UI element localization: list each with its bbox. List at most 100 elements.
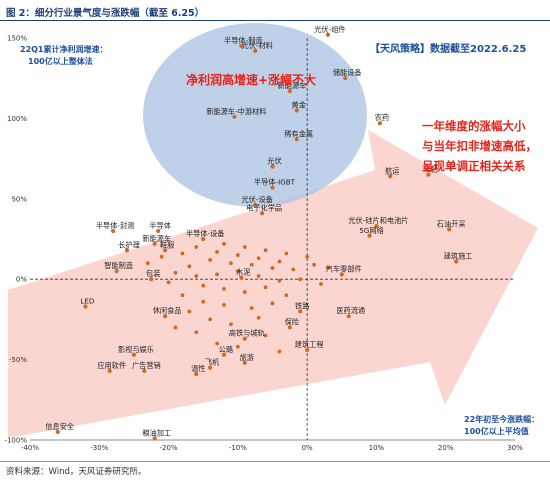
y-tick-label: -100% — [4, 437, 27, 445]
scatter-point — [235, 253, 240, 257]
scatter-point — [201, 283, 206, 288]
point-label: 半导体-封测 — [96, 221, 135, 230]
title-rule — [0, 20, 550, 21]
point-label: 光伏-组件 — [314, 25, 345, 34]
scatter-point — [343, 76, 348, 81]
scatter-point — [284, 251, 289, 256]
scatter-point — [173, 325, 178, 330]
scatter-point — [180, 293, 185, 298]
scatter-point — [221, 352, 227, 357]
scatter-point — [242, 360, 247, 365]
x-tick-label: -40% — [21, 444, 39, 452]
point-label: 航运 — [385, 166, 399, 175]
x-note-line1: 22年初至今涨跌幅： — [464, 414, 539, 424]
x-tick-label: 10% — [369, 444, 385, 452]
point-label: 新能源车 — [142, 234, 171, 243]
ellipse-text: 净利润高增速+涨幅不大 — [186, 72, 316, 87]
highlight-ellipse — [143, 23, 367, 207]
y-note-line1: 22Q1累计净利润增速： — [20, 44, 108, 54]
annotations: 22Q1累计净利润增速： 100亿以上整体法 净利润高增速+涨幅不大 【天风策略… — [20, 42, 539, 436]
scatter-point — [194, 274, 199, 278]
point-label: 化肥 — [423, 165, 437, 174]
scatter-point — [339, 272, 344, 277]
scatter-point — [447, 227, 452, 232]
scatter-point — [298, 277, 303, 282]
scatter-point — [287, 325, 292, 330]
point-label: 电子化学品 — [246, 203, 282, 212]
trend-arrow — [8, 130, 538, 438]
point-label: LED — [80, 297, 95, 306]
scatter-point — [232, 114, 237, 119]
y-tick-label: 50% — [11, 195, 27, 203]
axes: -40% -30% -20% -10% 0% 10% 20% 30% -100% -50% 0% 50… — [4, 35, 523, 453]
x-tick-label: 0% — [302, 444, 313, 452]
point-label: 旅游 — [240, 353, 254, 362]
scatter-point — [294, 137, 299, 142]
scatter-point — [111, 228, 116, 234]
scatter-point — [145, 261, 150, 266]
x-tick-label: -30% — [90, 444, 108, 452]
scatter-point — [298, 309, 303, 314]
point-label: 保险 — [285, 317, 300, 326]
scatter-point — [242, 245, 247, 249]
scatter-point — [270, 301, 275, 306]
scatter-point — [426, 172, 431, 177]
scatter-point — [263, 248, 268, 253]
scatter-point — [222, 286, 226, 291]
point-label: 新能源车-中游材料 — [206, 107, 266, 116]
point-label: 粮油加工 — [142, 428, 171, 437]
point-label: 影视与娱乐 — [118, 345, 154, 354]
scatter-point — [454, 259, 459, 264]
arrow-text-line3: 呈现单调正相关关系 — [422, 159, 526, 173]
point-label: 休闲食品 — [153, 306, 182, 315]
point-label: 温性 — [191, 364, 205, 373]
y-tick-label: 100% — [7, 115, 27, 123]
point-label: 信息安全 — [45, 422, 75, 431]
scatter-point — [215, 272, 219, 277]
scatter-point — [83, 304, 88, 309]
scatter-point — [142, 368, 147, 373]
scatter-point — [239, 275, 244, 280]
point-label: 半导体 — [149, 221, 171, 230]
point-label: 建筑施工 — [444, 252, 473, 261]
point-label: 储能设备 — [333, 68, 362, 77]
scatter-point — [201, 299, 206, 304]
source-rule — [0, 461, 550, 462]
scatter-point — [256, 315, 261, 320]
x-tick-label: -10% — [229, 444, 247, 452]
scatter-point — [159, 254, 164, 259]
scatter-point — [156, 228, 161, 234]
y-tick-label: -50% — [9, 356, 27, 364]
scatter-point — [277, 278, 282, 283]
scatter-point — [55, 429, 60, 435]
scatter-point — [256, 256, 261, 261]
scatter-point — [187, 264, 192, 269]
scatter-point — [107, 368, 112, 373]
scatter-point — [319, 282, 323, 286]
scatter-point — [124, 248, 130, 253]
scatter-point — [263, 285, 268, 290]
scatter-point — [222, 303, 226, 307]
point-label: 铁路 — [295, 301, 309, 310]
y-note-line2: 100亿以上整体法 — [28, 56, 93, 66]
scatter-point — [235, 269, 240, 274]
x-tick-label: -20% — [160, 444, 178, 452]
scatter-point — [114, 269, 119, 274]
scatter-point — [222, 241, 226, 246]
scatter-point — [187, 309, 192, 314]
scatter-point — [374, 224, 379, 229]
scatter-point — [208, 317, 213, 322]
scatter-point — [149, 277, 154, 282]
scatter-point — [194, 245, 199, 249]
strategy-text: 【天风策略】数据截至2022.6.25 — [370, 42, 526, 55]
scatter-point — [377, 121, 382, 126]
scatter-point — [388, 174, 393, 179]
point-label: 稀有金属 — [284, 129, 313, 138]
scatter-point — [152, 436, 157, 441]
data-points — [55, 32, 459, 441]
scatter-point — [312, 262, 316, 267]
point-label: 高铁与城轨 — [229, 329, 265, 338]
point-label: 半导体-制造 — [224, 36, 263, 45]
scatter-point — [229, 322, 233, 327]
scatter-point — [249, 262, 254, 267]
